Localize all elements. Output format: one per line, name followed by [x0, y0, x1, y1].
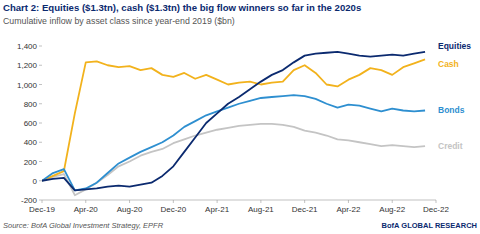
- legend-label: Bonds: [438, 105, 465, 115]
- y-tick-label: 0: [33, 177, 38, 186]
- x-tick-label: Apr-21: [205, 205, 230, 214]
- y-tick-label: 1,000: [17, 81, 38, 90]
- x-tick-label: Aug-22: [379, 205, 405, 214]
- y-tick: [39, 46, 42, 47]
- subtitle: Cumulative inflow by asset class since y…: [3, 16, 235, 26]
- x-tick-label: Dec-21: [292, 205, 318, 214]
- x-axis: [42, 200, 436, 201]
- x-tick: [348, 200, 349, 203]
- series-line: [42, 95, 425, 190]
- x-tick: [129, 200, 130, 203]
- y-tick: [39, 84, 42, 85]
- x-tick-label: Dec-19: [29, 205, 55, 214]
- x-tick: [42, 200, 43, 203]
- y-tick-label: 800: [24, 100, 38, 109]
- legend-label: Credit: [438, 141, 463, 151]
- y-tick: [39, 123, 42, 124]
- x-tick: [217, 200, 218, 203]
- x-tick: [436, 200, 437, 203]
- x-tick: [85, 200, 86, 203]
- y-tick: [39, 65, 42, 66]
- y-tick-label: 400: [24, 138, 38, 147]
- x-tick-label: Apr-22: [336, 205, 361, 214]
- y-tick-label: 1,400: [17, 42, 38, 51]
- x-tick: [173, 200, 174, 203]
- x-tick: [260, 200, 261, 203]
- y-tick: [39, 180, 42, 181]
- series-line: [42, 124, 425, 195]
- y-tick: [39, 161, 42, 162]
- series-line: [42, 52, 425, 191]
- x-tick-label: Dec-22: [423, 205, 449, 214]
- x-tick-label: Dec-20: [160, 205, 186, 214]
- y-tick: [39, 103, 42, 104]
- y-tick-label: 200: [24, 158, 38, 167]
- x-tick: [392, 200, 393, 203]
- title: Chart 2: Equities ($1.3tn), cash ($1.3tn…: [3, 2, 361, 13]
- source: Source: BofA Global Investment Strategy,…: [3, 221, 164, 230]
- series-line: [42, 59, 425, 180]
- y-tick-label: 600: [24, 119, 38, 128]
- y-tick: [39, 200, 42, 201]
- legend-label: Cash: [438, 59, 459, 69]
- x-tick-label: Apr-20: [74, 205, 99, 214]
- y-tick: [39, 142, 42, 143]
- chart: Chart 2: Equities ($1.3tn), cash ($1.3tn…: [0, 0, 480, 234]
- x-tick: [304, 200, 305, 203]
- y-tick-label: 1,200: [17, 61, 38, 70]
- branding: BofA GLOBAL RESEARCH: [382, 221, 477, 230]
- legend-label: Equities: [438, 41, 471, 51]
- x-tick-label: Aug-20: [117, 205, 143, 214]
- x-tick-label: Aug-21: [248, 205, 274, 214]
- y-tick-label: -200: [21, 196, 38, 205]
- plot-area: [42, 52, 425, 195]
